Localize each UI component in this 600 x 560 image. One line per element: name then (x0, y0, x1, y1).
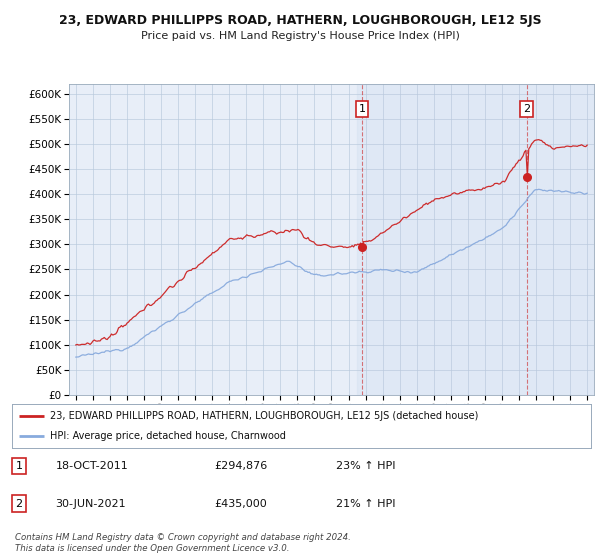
Text: 1: 1 (16, 461, 22, 472)
Text: 2: 2 (523, 104, 530, 114)
Text: HPI: Average price, detached house, Charnwood: HPI: Average price, detached house, Char… (50, 431, 286, 441)
Text: 18-OCT-2011: 18-OCT-2011 (55, 461, 128, 472)
Text: 23, EDWARD PHILLIPPS ROAD, HATHERN, LOUGHBOROUGH, LE12 5JS (detached house): 23, EDWARD PHILLIPPS ROAD, HATHERN, LOUG… (50, 411, 478, 421)
Text: 1: 1 (359, 104, 365, 114)
Bar (357, 84, 594, 395)
Text: 30-JUN-2021: 30-JUN-2021 (55, 498, 126, 508)
Text: Contains HM Land Registry data © Crown copyright and database right 2024.
This d: Contains HM Land Registry data © Crown c… (15, 534, 351, 553)
Text: 23, EDWARD PHILLIPPS ROAD, HATHERN, LOUGHBOROUGH, LE12 5JS: 23, EDWARD PHILLIPPS ROAD, HATHERN, LOUG… (59, 14, 541, 27)
Text: 23% ↑ HPI: 23% ↑ HPI (336, 461, 396, 472)
Text: £294,876: £294,876 (215, 461, 268, 472)
Text: £435,000: £435,000 (215, 498, 268, 508)
Text: Price paid vs. HM Land Registry's House Price Index (HPI): Price paid vs. HM Land Registry's House … (140, 31, 460, 41)
Text: 2: 2 (16, 498, 23, 508)
Text: 21% ↑ HPI: 21% ↑ HPI (336, 498, 396, 508)
